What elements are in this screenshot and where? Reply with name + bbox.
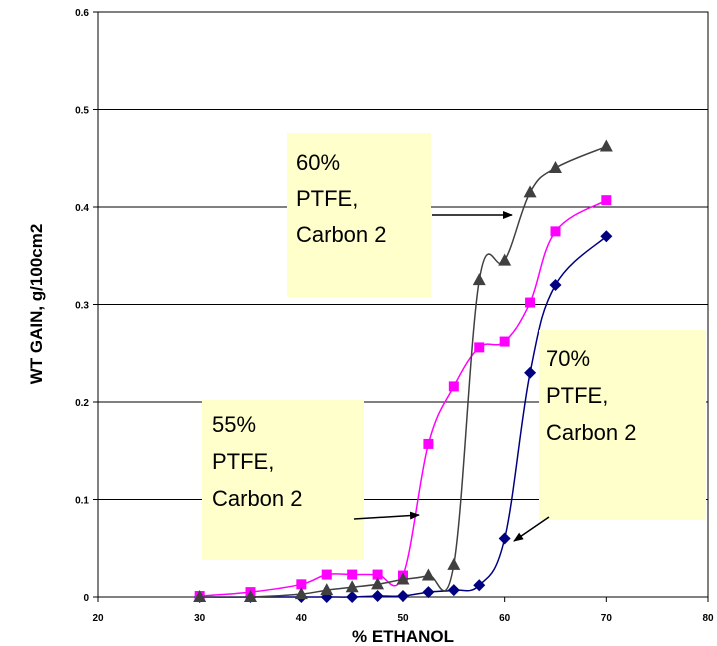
data-point-square <box>525 297 536 308</box>
x-tick-label: 20 <box>92 613 104 624</box>
annotation-box: 55% PTFE, Carbon 2 <box>202 400 420 560</box>
data-point-triangle <box>421 568 435 581</box>
data-point-diamond <box>498 532 511 545</box>
data-point-triangle <box>447 557 461 570</box>
annotation-background <box>202 400 364 560</box>
annotation-text-line: 60% <box>296 150 340 175</box>
annotations: 60% PTFE, Carbon 2 55% PTFE, Carbon 2 70% PTFE,… <box>202 133 706 560</box>
data-point-square <box>321 569 332 580</box>
y-tick-label: 0 <box>83 593 89 604</box>
annotation-arrow <box>353 511 420 520</box>
annotation-background <box>287 133 431 297</box>
data-point-square <box>423 438 434 449</box>
data-point-diamond <box>447 584 460 597</box>
x-tick-label: 80 <box>702 613 714 624</box>
data-point-triangle <box>294 587 308 600</box>
x-tick-label: 60 <box>499 613 511 624</box>
y-tick-label: 0.2 <box>75 398 89 409</box>
annotation-box: 60% PTFE, Carbon 2 <box>287 133 513 297</box>
data-point-square <box>347 569 358 580</box>
y-axis-title: WT GAIN, g/100cm2 <box>27 224 46 385</box>
data-point-triangle <box>320 583 334 596</box>
annotation-text-line: PTFE, <box>212 449 274 474</box>
data-point-diamond <box>422 586 435 599</box>
data-point-diamond <box>524 366 537 379</box>
data-point-triangle <box>345 580 359 593</box>
axes: 0 0.1 0.2 0.3 0.4 0.5 0.6 20 30 40 50 60 70 80 <box>75 8 714 624</box>
annotation-text-line: 70% <box>546 346 590 371</box>
annotation-text-line: PTFE, <box>296 186 358 211</box>
annotation-text-line: PTFE, <box>546 383 608 408</box>
data-point-square <box>296 579 307 590</box>
data-point-square <box>474 342 485 353</box>
series-triangle <box>193 139 613 602</box>
data-point-triangle <box>523 185 537 198</box>
data-point-triangle <box>472 273 486 286</box>
data-point-square <box>448 381 459 392</box>
y-tick-label: 0.6 <box>75 8 89 19</box>
annotation-arrow <box>513 516 550 542</box>
y-tick-label: 0.5 <box>75 106 89 117</box>
data-point-square <box>550 226 561 237</box>
data-point-square <box>372 569 383 580</box>
annotation-text-line: Carbon 2 <box>296 222 387 247</box>
y-tick-label: 0.3 <box>75 301 89 312</box>
annotation-text-line: 55% <box>212 412 256 437</box>
data-point-triangle <box>549 161 562 173</box>
series-line <box>199 145 607 598</box>
data-point-diamond <box>473 579 486 592</box>
data-point-triangle <box>396 572 410 585</box>
x-tick-label: 50 <box>397 613 409 624</box>
data-point-triangle <box>244 590 257 602</box>
data-point-square <box>601 195 612 206</box>
data-point-diamond <box>346 591 359 603</box>
x-tick-label: 30 <box>194 613 206 624</box>
data-point-diamond <box>397 590 409 603</box>
y-tick-label: 0.1 <box>75 496 89 507</box>
annotation-text-line: Carbon 2 <box>212 486 303 511</box>
annotation-background <box>539 330 706 520</box>
x-tick-label: 40 <box>296 613 308 624</box>
x-axis-title: % ETHANOL <box>352 627 454 646</box>
annotation-text-line: Carbon 2 <box>546 420 637 445</box>
data-point-diamond <box>549 279 562 291</box>
x-tick-label: 70 <box>601 613 613 624</box>
annotation-box: 70% PTFE, Carbon 2 <box>513 330 706 542</box>
data-point-triangle <box>371 577 385 590</box>
data-point-diamond <box>600 230 613 243</box>
data-point-triangle <box>498 253 512 266</box>
series-group <box>193 139 613 603</box>
data-point-triangle <box>599 139 613 152</box>
data-point-diamond <box>371 590 384 603</box>
data-point-square <box>499 336 510 347</box>
data-point-triangle <box>193 590 207 602</box>
y-tick-label: 0.4 <box>75 203 89 214</box>
